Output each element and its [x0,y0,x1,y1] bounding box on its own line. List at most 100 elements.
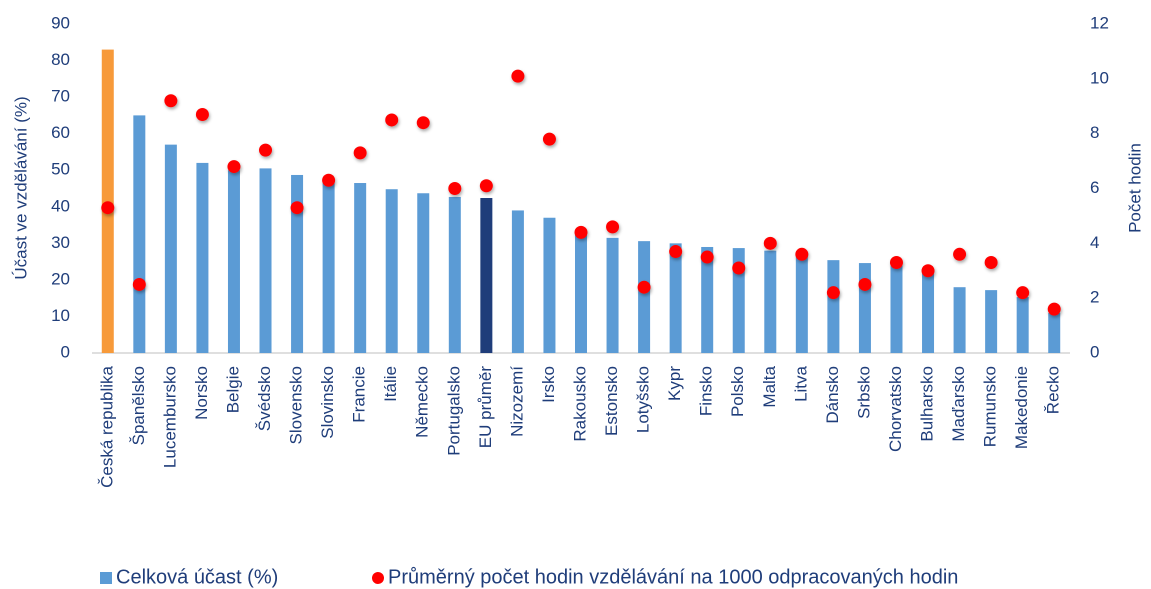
bar [511,210,524,353]
x-tick-label: Slovensko [287,366,306,444]
bar [890,265,903,353]
bar [354,183,367,353]
x-tick-label: Estonsko [602,366,621,436]
x-tick-label: Francie [350,366,369,423]
dot [953,247,967,261]
bar [385,189,398,353]
dot [763,236,777,250]
x-tick-label: Rakousko [570,366,589,442]
y-tick-label: 20 [51,269,70,288]
legend-label: Průměrný počet hodin vzdělávání na 1000 … [388,566,958,588]
y-tick-label: 70 [51,87,70,106]
bar [732,248,745,353]
x-tick-label: Belgie [223,366,242,413]
legend-swatch [372,572,384,584]
bar [922,270,935,353]
dot [858,277,872,291]
dot [700,250,714,264]
y2-tick-label: 6 [1090,178,1099,197]
y2-tick-label: 2 [1090,288,1099,307]
bar [985,290,998,353]
dot [1016,286,1030,300]
dot [1047,302,1061,316]
dot [542,132,556,146]
dot [132,277,146,291]
bar [701,246,714,353]
x-tick-label: Slovinsko [318,366,337,439]
y-tick-label: 90 [51,13,70,32]
x-tick-label: Chorvatsko [886,366,905,452]
dot [385,113,399,127]
y2-tick-label: 12 [1090,13,1109,32]
bar [227,170,240,353]
x-tick-label: Irsko [539,366,558,403]
y2-tick-label: 0 [1090,342,1099,361]
x-tick-label: Portugalsko [444,366,463,456]
bar [480,198,493,353]
dot [290,201,304,215]
bar [764,250,777,353]
dot [606,220,620,234]
dot [479,179,493,193]
dot [637,280,651,294]
x-tick-label: Česká republika [97,365,116,487]
x-tick-label: Maďarsko [949,366,968,442]
bar [291,174,304,353]
x-tick-label: Švédsko [255,366,274,431]
bar [953,287,966,353]
bar [259,168,272,353]
bar [827,260,840,353]
dot [826,286,840,300]
y-tick-label: 30 [51,233,70,252]
bar [669,243,682,353]
bar [1048,312,1061,353]
x-tick-label: Finsko [697,366,716,416]
bar [575,232,587,353]
bar [858,263,871,353]
dot [448,182,462,195]
bar [322,181,335,353]
bar [164,144,177,353]
bar [606,237,619,353]
dot [921,264,935,278]
bar [448,196,461,353]
y-tick-label: 80 [51,50,70,69]
dot [416,116,430,130]
x-tick-label: Řecko [1044,366,1063,414]
y2-tick-label: 8 [1090,123,1099,142]
dot [353,146,367,160]
dot [164,94,178,108]
bar [795,254,808,353]
y-tick-label: 10 [51,306,70,325]
y-tick-label: 0 [61,342,70,361]
x-tick-label: Itálie [381,366,400,402]
y-axis-label: Účast ve vzdělávání (%) [11,96,30,279]
bar [417,193,430,353]
x-tick-label: Kypr [665,366,684,401]
dot [195,107,209,121]
dot [889,256,903,270]
x-tick-label: Bulharsko [918,366,937,442]
x-tick-label: Litva [791,365,810,401]
dot [511,69,525,83]
dot [574,225,588,239]
x-tick-label: EU průměr [476,366,495,449]
bar [1016,297,1029,353]
bar [543,217,556,353]
dot [732,261,746,275]
x-tick-label: Lotyšsko [634,366,653,433]
bar [638,241,651,353]
dot [984,256,998,270]
y-tick-label: 60 [51,123,70,142]
bar [196,162,209,353]
x-tick-label: Makedonie [1012,366,1031,449]
x-tick-label: Německo [413,366,432,438]
x-tick-label: Malta [760,365,779,407]
x-tick-label: Dánsko [823,366,842,424]
y2-tick-label: 4 [1090,233,1099,252]
dot [227,160,241,174]
dot [259,143,273,157]
x-tick-label: Rumunsko [981,366,1000,447]
y2-tick-label: 10 [1090,68,1109,87]
